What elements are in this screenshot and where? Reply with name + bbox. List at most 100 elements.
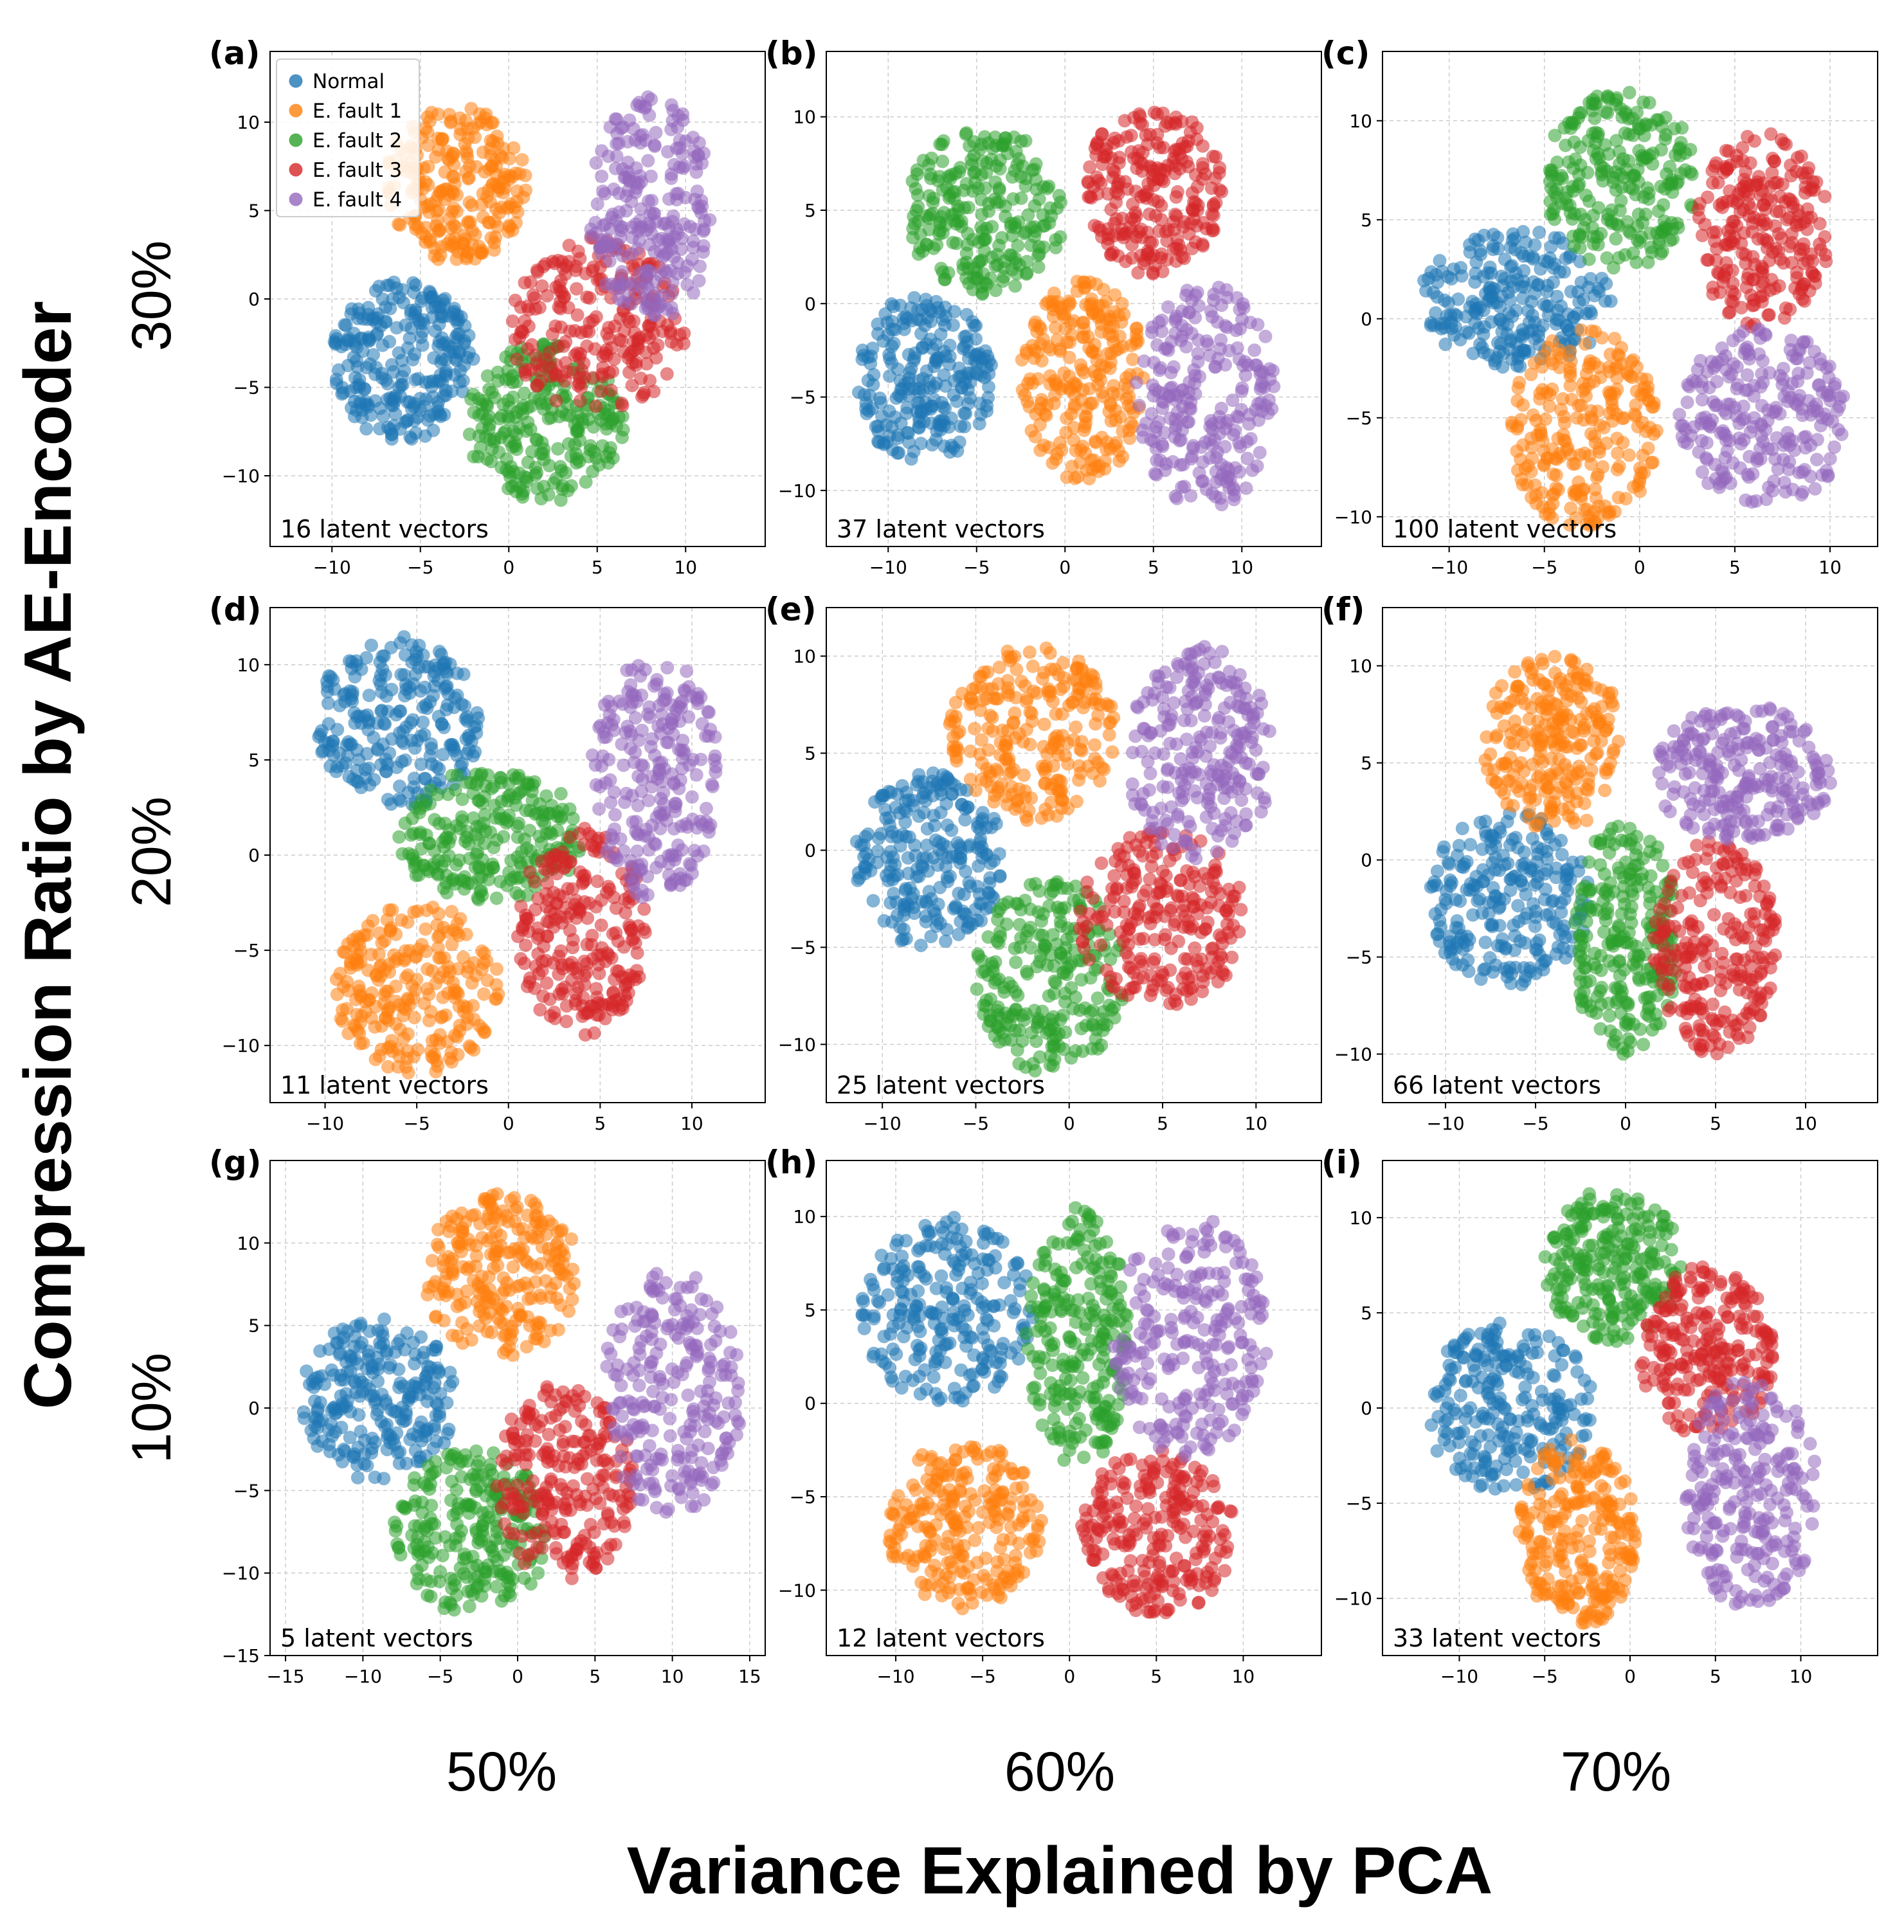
point-e-fault-4 — [1827, 440, 1842, 454]
point-e-fault-2 — [1566, 184, 1581, 198]
x-tick-label: 10 — [1230, 557, 1253, 578]
point-normal — [398, 753, 412, 767]
point-normal — [322, 717, 336, 731]
point-e-fault-1 — [1039, 408, 1053, 422]
point-e-fault-3 — [1768, 154, 1781, 168]
point-e-fault-4 — [626, 880, 640, 894]
point-e-fault-1 — [448, 237, 462, 250]
point-e-fault-1 — [1543, 388, 1557, 402]
point-e-fault-2 — [1609, 134, 1624, 148]
point-e-fault-1 — [408, 217, 422, 231]
point-e-fault-1 — [353, 932, 367, 946]
point-e-fault-2 — [1620, 215, 1635, 229]
point-e-fault-1 — [1129, 321, 1143, 335]
point-e-fault-1 — [1533, 392, 1547, 406]
point-normal — [1447, 262, 1461, 276]
point-e-fault-4 — [692, 274, 706, 288]
x-tick-label: 0 — [503, 1113, 514, 1134]
point-e-fault-3 — [580, 937, 594, 952]
point-e-fault-2 — [509, 886, 523, 900]
point-e-fault-1 — [1563, 518, 1577, 532]
point-e-fault-1 — [385, 1034, 399, 1048]
point-e-fault-4 — [1759, 422, 1773, 437]
point-e-fault-4 — [702, 825, 716, 839]
point-normal — [329, 372, 343, 386]
point-normal — [406, 276, 421, 290]
point-e-fault-4 — [1240, 451, 1255, 465]
axes-frame-c — [1382, 51, 1878, 547]
point-e-fault-1 — [1116, 339, 1130, 354]
point-normal — [363, 778, 377, 792]
point-e-fault-2 — [480, 452, 494, 466]
latent-vectors-annotation-a: 16 latent vectors — [280, 515, 489, 543]
point-e-fault-4 — [589, 156, 603, 170]
point-e-fault-3 — [1769, 242, 1783, 256]
point-e-fault-4 — [693, 259, 707, 273]
point-e-fault-1 — [393, 218, 407, 232]
point-e-fault-4 — [1747, 389, 1761, 403]
point-e-fault-4 — [1759, 492, 1773, 507]
point-e-fault-3 — [1728, 287, 1742, 301]
point-e-fault-2 — [1031, 260, 1046, 274]
point-e-fault-3 — [528, 875, 542, 889]
point-e-fault-3 — [577, 978, 592, 992]
point-e-fault-1 — [1618, 492, 1633, 506]
point-e-fault-4 — [1132, 399, 1147, 413]
point-e-fault-4 — [1680, 395, 1694, 410]
point-e-fault-1 — [490, 962, 503, 976]
point-e-fault-4 — [701, 705, 715, 719]
point-e-fault-2 — [999, 199, 1012, 213]
point-e-fault-2 — [966, 282, 980, 296]
point-e-fault-4 — [635, 723, 649, 737]
point-e-fault-4 — [680, 259, 694, 273]
point-e-fault-1 — [333, 966, 347, 980]
point-e-fault-3 — [1757, 176, 1771, 190]
point-e-fault-4 — [589, 778, 603, 792]
point-e-fault-1 — [1050, 447, 1064, 461]
point-normal — [447, 741, 461, 755]
point-e-fault-3 — [1765, 166, 1779, 180]
point-e-fault-3 — [604, 383, 618, 397]
point-e-fault-4 — [1739, 493, 1753, 507]
y-tick-label: 5 — [248, 201, 260, 222]
point-normal — [1486, 239, 1500, 253]
point-e-fault-3 — [580, 339, 594, 353]
point-e-fault-2 — [466, 387, 480, 401]
point-e-fault-3 — [582, 896, 596, 910]
point-e-fault-2 — [508, 791, 522, 805]
point-e-fault-2 — [1652, 233, 1666, 247]
point-e-fault-3 — [1143, 207, 1156, 221]
point-e-fault-4 — [637, 829, 651, 843]
point-e-fault-2 — [431, 868, 445, 882]
point-normal — [439, 680, 453, 694]
point-e-fault-4 — [612, 186, 626, 201]
point-e-fault-2 — [910, 163, 924, 177]
point-e-fault-3 — [523, 363, 538, 377]
point-e-fault-2 — [936, 134, 950, 148]
point-e-fault-2 — [1550, 155, 1564, 169]
point-normal — [861, 350, 875, 364]
point-e-fault-2 — [975, 224, 990, 239]
point-normal — [1429, 306, 1443, 320]
point-e-fault-3 — [606, 985, 621, 999]
point-e-fault-1 — [1641, 380, 1655, 394]
point-normal — [427, 669, 441, 683]
point-e-fault-2 — [1674, 136, 1688, 150]
point-e-fault-4 — [1761, 403, 1775, 417]
point-e-fault-4 — [1754, 331, 1767, 345]
point-e-fault-3 — [608, 972, 622, 986]
point-e-fault-4 — [649, 275, 662, 289]
point-e-fault-2 — [482, 418, 496, 432]
point-e-fault-2 — [462, 428, 476, 441]
point-normal — [466, 749, 480, 763]
point-e-fault-4 — [686, 285, 700, 300]
point-e-fault-4 — [1755, 354, 1770, 368]
point-e-fault-1 — [411, 1043, 425, 1056]
point-e-fault-4 — [666, 209, 680, 223]
point-normal — [436, 748, 450, 762]
point-normal — [888, 323, 902, 337]
point-normal — [1438, 338, 1453, 351]
point-e-fault-1 — [368, 1052, 383, 1067]
point-e-fault-3 — [660, 367, 674, 381]
point-e-fault-2 — [536, 447, 550, 460]
